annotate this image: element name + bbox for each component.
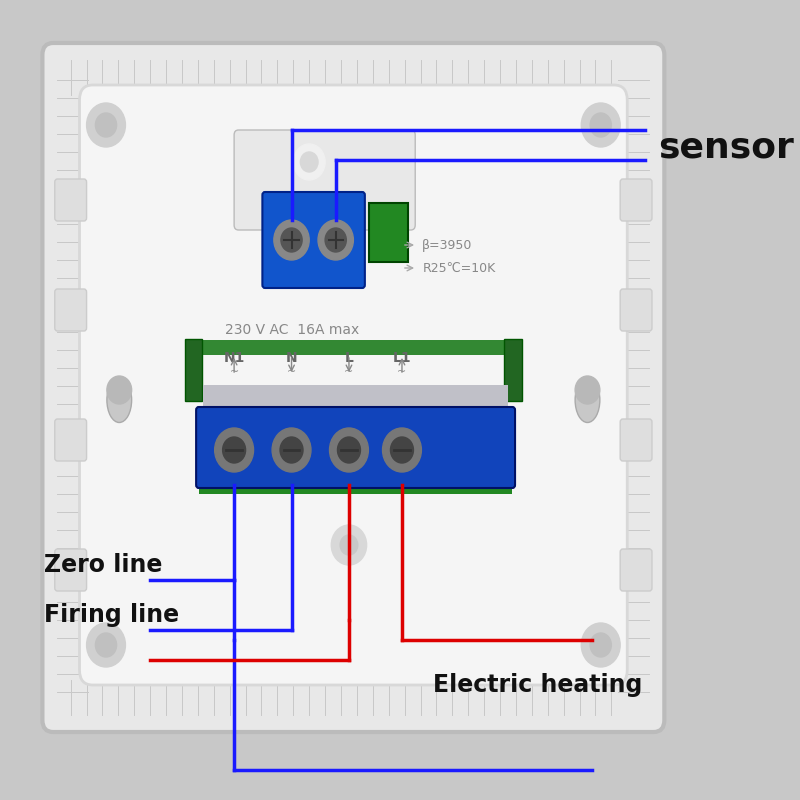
Circle shape [95,633,117,657]
Circle shape [214,428,254,472]
Text: L: L [345,351,354,365]
Text: R25℃=10K: R25℃=10K [422,262,495,274]
Bar [194,340,512,355]
Ellipse shape [107,378,132,422]
Circle shape [95,113,117,137]
Circle shape [86,623,126,667]
FancyBboxPatch shape [620,419,652,461]
Circle shape [281,228,302,252]
Circle shape [590,113,611,137]
FancyBboxPatch shape [42,43,664,732]
FancyBboxPatch shape [234,130,415,230]
Circle shape [582,623,620,667]
Circle shape [272,428,311,472]
Circle shape [340,535,358,555]
FancyBboxPatch shape [370,203,408,262]
Bar [203,385,508,415]
Text: β=3950: β=3950 [422,238,473,251]
Text: sensor: sensor [658,131,794,165]
Text: N: N [286,351,298,365]
Circle shape [274,220,310,260]
FancyBboxPatch shape [620,289,652,331]
FancyBboxPatch shape [262,192,365,288]
Circle shape [86,103,126,147]
FancyBboxPatch shape [54,549,86,591]
FancyBboxPatch shape [54,289,86,331]
Circle shape [382,428,422,472]
Bar [198,480,512,494]
Text: L1: L1 [393,351,411,365]
Text: Firing line: Firing line [44,603,179,627]
Circle shape [325,228,346,252]
Text: ~: ~ [344,367,354,377]
Circle shape [330,428,368,472]
Circle shape [582,103,620,147]
FancyBboxPatch shape [505,339,522,401]
Circle shape [222,437,246,463]
Text: N1: N1 [223,351,245,365]
Circle shape [294,144,325,180]
Circle shape [575,376,600,404]
Circle shape [338,437,361,463]
Circle shape [107,376,132,404]
Circle shape [300,152,318,172]
Circle shape [280,437,303,463]
Text: Electric heating: Electric heating [433,673,642,697]
Circle shape [331,525,366,565]
FancyBboxPatch shape [620,549,652,591]
Text: ~: ~ [230,367,238,377]
Ellipse shape [575,378,600,422]
Text: ~: ~ [398,367,406,377]
Text: Zero line: Zero line [44,553,162,577]
FancyBboxPatch shape [79,85,627,685]
Circle shape [318,220,354,260]
FancyBboxPatch shape [196,407,515,488]
Text: 230 V AC  16A max: 230 V AC 16A max [226,323,359,337]
FancyBboxPatch shape [185,339,202,401]
Circle shape [390,437,414,463]
Circle shape [590,633,611,657]
Text: ~: ~ [287,367,296,377]
FancyBboxPatch shape [54,419,86,461]
FancyBboxPatch shape [54,179,86,221]
FancyBboxPatch shape [620,179,652,221]
